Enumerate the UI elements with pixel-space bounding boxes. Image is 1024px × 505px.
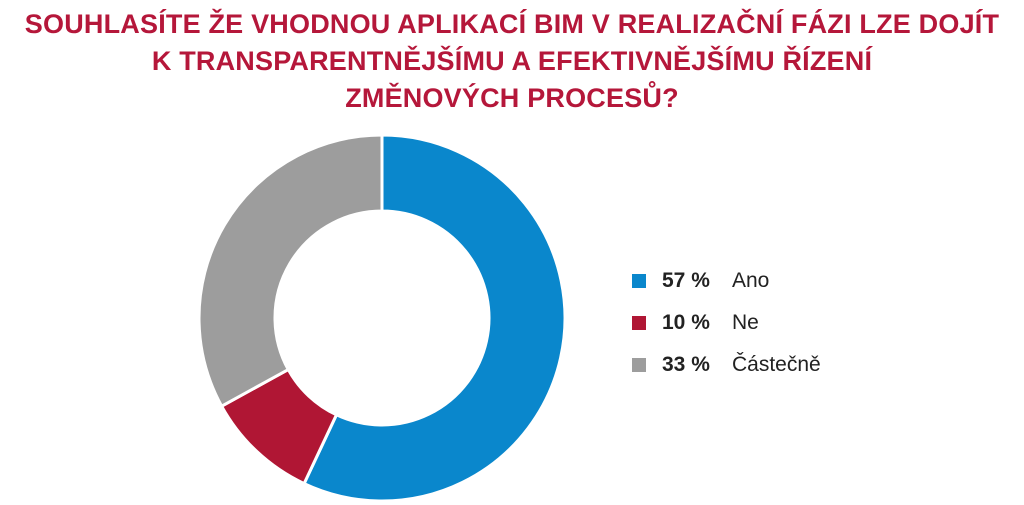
legend-swatch-castecne: [632, 358, 646, 372]
legend-item-ano: 57 % Ano: [632, 260, 821, 302]
legend-swatch-ano: [632, 274, 646, 288]
chart-title-line-3: ZMĚNOVÝCH PROCESŮ?: [345, 83, 679, 113]
chart-title-line-2: K TRANSPARENTNĚJŠÍMU A EFEKTIVNĚJŠÍMU ŘÍ…: [151, 46, 873, 76]
legend-label-castecne: Částečně: [732, 353, 821, 376]
legend-value-ne: 10 %: [662, 311, 710, 334]
donut-slice-castecne: [197, 133, 384, 409]
legend-label-ano: Ano: [732, 269, 770, 292]
legend-label-ne: Ne: [732, 311, 759, 334]
chart-legend: 57 % Ano 10 % Ne 33 % Částečně: [632, 260, 821, 386]
legend-swatch-ne: [632, 316, 646, 330]
chart-title: SOUHLASÍTE ŽE VHODNOU APLIKACÍ BIM V REA…: [0, 6, 1024, 117]
legend-value-castecne: 33 %: [662, 353, 710, 376]
legend-item-castecne: 33 % Částečně: [632, 344, 821, 386]
legend-value-ano: 57 %: [662, 269, 710, 292]
chart-title-line-1: SOUHLASÍTE ŽE VHODNOU APLIKACÍ BIM V REA…: [24, 9, 1000, 39]
donut-slice-ano: [302, 133, 567, 503]
legend-item-ne: 10 % Ne: [632, 302, 821, 344]
